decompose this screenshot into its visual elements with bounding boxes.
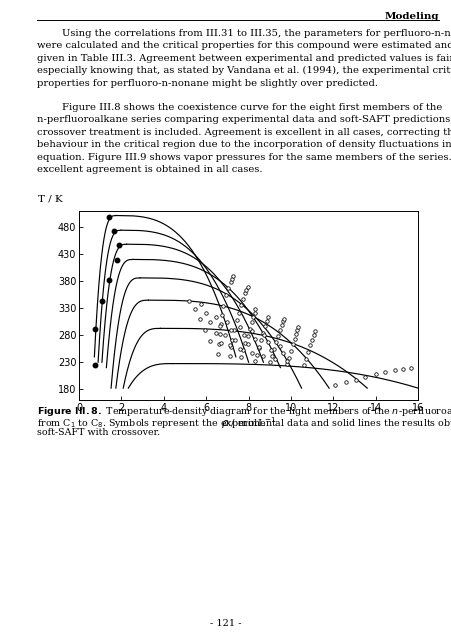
Text: $\mathbf{Figure\ III.8.}$ Temperature-density diagram for the light members of t: $\mathbf{Figure\ III.8.}$ Temperature-de… (37, 405, 451, 418)
Text: Using the correlations from III.31 to III.35, the parameters for perfluoro-n-non: Using the correlations from III.31 to II… (37, 29, 451, 38)
Text: T / K: T / K (38, 195, 63, 204)
Text: n-perfluoroalkane series comparing experimental data and soft-SAFT predictions w: n-perfluoroalkane series comparing exper… (37, 115, 451, 124)
X-axis label: $\rho$ / molL$^{-1}$: $\rho$ / molL$^{-1}$ (221, 415, 276, 431)
Text: behaviour in the critical region due to the incorporation of density fluctuation: behaviour in the critical region due to … (37, 140, 451, 149)
Text: equation. Figure III.9 shows vapor pressures for the same members of the series.: equation. Figure III.9 shows vapor press… (37, 152, 451, 162)
Text: from C$_1$ to C$_8$. Symbols represent the experimental data and solid lines the: from C$_1$ to C$_8$. Symbols represent t… (37, 417, 451, 429)
Text: Figure III.8 shows the coexistence curve for the eight first members of the: Figure III.8 shows the coexistence curve… (37, 102, 442, 112)
Text: especially knowing that, as stated by Vandana et al. (1994), the experimental cr: especially knowing that, as stated by Va… (37, 66, 451, 76)
Text: properties for perfluoro-n-nonane might be slightly over predicted.: properties for perfluoro-n-nonane might … (37, 79, 377, 88)
Text: crossover treatment is included. Agreement is excellent in all cases, correcting: crossover treatment is included. Agreeme… (37, 127, 451, 137)
Text: - 121 -: - 121 - (210, 620, 241, 628)
Text: excellent agreement is obtained in all cases.: excellent agreement is obtained in all c… (37, 165, 262, 174)
Text: soft-SAFT with crossover.: soft-SAFT with crossover. (37, 428, 160, 437)
Text: Modeling: Modeling (384, 12, 438, 20)
Text: were calculated and the critical properties for this compound were estimated and: were calculated and the critical propert… (37, 41, 451, 51)
Text: given in Table III.3. Agreement between experimental and predicted values is fai: given in Table III.3. Agreement between … (37, 54, 451, 63)
